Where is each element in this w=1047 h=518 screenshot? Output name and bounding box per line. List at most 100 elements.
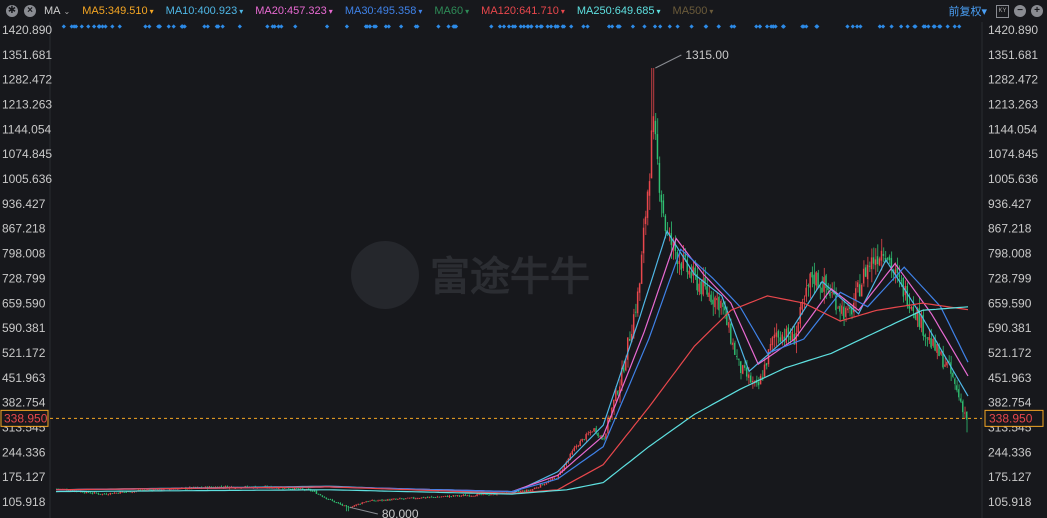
candle-body xyxy=(888,256,891,261)
zoom-out-icon[interactable]: − xyxy=(1014,5,1026,17)
adjust-selector[interactable]: 前复权▾ xyxy=(948,3,987,19)
y-tick-label-left: 1420.890 xyxy=(2,23,52,37)
candle-body xyxy=(426,497,429,499)
candle-body xyxy=(186,488,189,490)
candle-body xyxy=(438,496,441,498)
candle-body xyxy=(377,500,379,502)
ma-legend-item-6[interactable]: MA250:649.685 ▾ xyxy=(577,5,661,17)
y-tick-label-left: 175.127 xyxy=(2,470,46,484)
ma-selector[interactable]: MA ⌄ xyxy=(44,5,70,17)
candle-body xyxy=(531,489,534,491)
close-icon[interactable]: × xyxy=(24,5,36,17)
candle-body xyxy=(686,259,688,273)
candle-body xyxy=(194,486,197,488)
candle-body xyxy=(690,271,692,279)
candle-body xyxy=(397,498,399,500)
ma-legend-item-0[interactable]: MA5:349.510 ▾ xyxy=(82,5,153,17)
candle-body xyxy=(615,389,617,401)
ma-legend-item-5[interactable]: MA120:641.710 ▾ xyxy=(481,5,565,17)
chevron-down-icon: ▾ xyxy=(149,7,154,16)
event-marker xyxy=(845,24,850,29)
candle-body xyxy=(819,286,821,288)
candle-body xyxy=(101,493,103,495)
adjust-label: 前复权 xyxy=(948,6,982,18)
candle-body xyxy=(440,496,443,498)
candle-body xyxy=(660,194,663,203)
candle-body xyxy=(619,386,621,396)
y-tick-label-left: 590.381 xyxy=(2,321,46,335)
candle-body xyxy=(299,488,302,490)
candle-body xyxy=(131,491,133,493)
chevron-down-icon: ⌄ xyxy=(63,7,71,16)
candle-body xyxy=(783,336,786,341)
candle-body xyxy=(613,399,615,410)
candle-body xyxy=(680,263,682,270)
candle-body xyxy=(107,494,109,496)
candle-body xyxy=(335,502,337,503)
candle-body xyxy=(694,267,696,274)
candle-body xyxy=(628,338,631,341)
gear-icon[interactable]: ✱ xyxy=(6,5,18,17)
watermark-logo xyxy=(351,241,419,309)
ma-legend-label: MA5:349.510 xyxy=(82,5,148,17)
candle-body xyxy=(571,451,573,455)
candle-body xyxy=(736,356,738,357)
candle-body xyxy=(95,492,98,494)
ma-selector-label: MA xyxy=(44,5,61,17)
event-marker xyxy=(497,24,503,29)
candle-body xyxy=(406,497,409,499)
zoom-in-icon[interactable]: + xyxy=(1031,5,1043,17)
candle-body xyxy=(151,489,153,491)
candle-body xyxy=(456,495,458,496)
event-marker xyxy=(100,24,105,29)
ma-legend-label: MA500 xyxy=(672,5,708,17)
event-marker xyxy=(220,24,225,29)
candle-body xyxy=(858,284,861,297)
candle-body xyxy=(597,433,599,437)
candle-body xyxy=(964,412,966,414)
candle-body xyxy=(906,286,908,306)
event-marker xyxy=(157,24,162,29)
candle-body xyxy=(831,292,833,294)
ma-legend-item-1[interactable]: MA10:400.923 ▾ xyxy=(166,5,244,17)
candle-body xyxy=(115,492,117,494)
candle-body xyxy=(220,486,222,488)
candle-body xyxy=(373,500,375,502)
event-marker xyxy=(171,24,176,29)
current-price-box-right xyxy=(984,409,1044,427)
candle-body xyxy=(591,431,593,433)
chevron-down-icon: ▾ xyxy=(709,7,714,16)
candle-body xyxy=(791,332,793,341)
candle-body xyxy=(870,257,873,270)
candle-body xyxy=(672,239,674,246)
ma-legend-item-4[interactable]: MA60 ▾ xyxy=(434,5,469,17)
candle-body xyxy=(573,447,575,451)
candle-body xyxy=(847,308,849,311)
ma-legend-item-2[interactable]: MA20:457.323 ▾ xyxy=(255,5,333,17)
ma-legend-item-7[interactable]: MA500 ▾ xyxy=(673,5,714,17)
candle-body xyxy=(825,275,827,288)
event-marker xyxy=(732,24,737,29)
event-marker xyxy=(957,24,962,29)
candle-body xyxy=(638,283,641,293)
ma-legend-item-3[interactable]: MA30:495.358 ▾ xyxy=(345,5,423,17)
candle-body xyxy=(712,299,714,305)
candle-body xyxy=(93,492,96,494)
candle-body xyxy=(684,254,686,257)
candle-body xyxy=(803,298,805,300)
candle-body xyxy=(924,334,926,337)
candle-body xyxy=(444,495,446,497)
y-tick-label-right: 936.427 xyxy=(988,197,1032,211)
ma-legend-label: MA30:495.358 xyxy=(344,5,417,17)
event-marker xyxy=(293,24,298,29)
toggle-axis-icon[interactable]: KY xyxy=(996,4,1009,18)
candle-body xyxy=(432,496,435,498)
candle-body xyxy=(161,489,163,491)
candle-body xyxy=(315,491,318,494)
candle-body xyxy=(823,277,825,292)
candle-body xyxy=(900,279,902,281)
candle-body xyxy=(787,327,789,338)
candle-body xyxy=(452,495,454,497)
candle-body xyxy=(856,282,859,288)
